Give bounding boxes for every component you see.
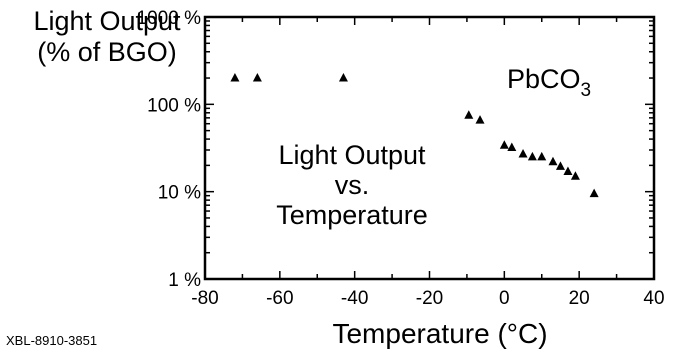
data-point bbox=[518, 148, 528, 158]
data-point bbox=[338, 73, 348, 82]
data-point bbox=[527, 151, 537, 161]
data-point bbox=[555, 161, 565, 170]
note-line1: Light Output bbox=[278, 140, 426, 170]
points-layer bbox=[230, 73, 599, 198]
x-tick-label: -20 bbox=[416, 288, 443, 309]
data-point bbox=[499, 140, 509, 149]
data-point bbox=[548, 156, 558, 166]
ticks-layer: -80 -60 -40 -20 0 20 40 1 % 10 % 100 % 1000 % bbox=[137, 8, 665, 309]
y-tick-label: 1 % bbox=[168, 270, 201, 291]
note-line2: vs. bbox=[335, 170, 370, 200]
x-tick-label: -40 bbox=[341, 288, 368, 309]
data-point bbox=[464, 110, 474, 119]
data-point bbox=[589, 188, 599, 198]
data-point bbox=[252, 73, 262, 82]
data-point bbox=[475, 115, 485, 124]
plot-frame bbox=[203, 15, 656, 281]
data-point bbox=[507, 142, 517, 152]
compound-label: PbCO3 bbox=[507, 64, 591, 101]
data-point bbox=[230, 73, 240, 82]
x-axis-label: Temperature (°C) bbox=[332, 318, 547, 349]
data-point bbox=[563, 166, 573, 176]
x-tick-label: -60 bbox=[266, 288, 293, 309]
y-axis-label-line2: (% of BGO) bbox=[37, 37, 177, 67]
x-tick-label: 20 bbox=[569, 288, 590, 309]
data-point bbox=[537, 151, 547, 161]
x-tick-label: -80 bbox=[191, 288, 218, 309]
figure-id: XBL-8910-3851 bbox=[6, 333, 97, 348]
compound-label-subscript: 3 bbox=[581, 80, 592, 101]
note-line3: Temperature bbox=[276, 200, 428, 230]
y-axis-label-line1: Light Output bbox=[33, 6, 181, 36]
compound-label-base: PbCO bbox=[507, 64, 581, 94]
y-tick-label: 10 % bbox=[158, 183, 201, 204]
x-tick-label: 40 bbox=[643, 288, 664, 309]
y-tick-label: 1000 % bbox=[137, 8, 202, 29]
y-tick-label: 100 % bbox=[147, 95, 201, 116]
x-tick-label: 0 bbox=[499, 288, 510, 309]
data-point bbox=[570, 171, 580, 180]
y-axis-label: Light Output (% of BGO) bbox=[2, 6, 212, 68]
